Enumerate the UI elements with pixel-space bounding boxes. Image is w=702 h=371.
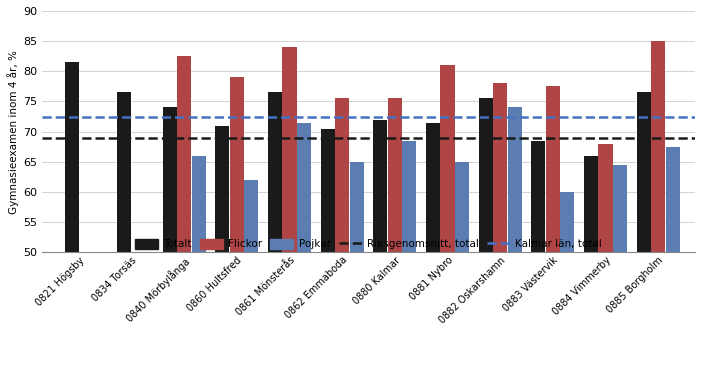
Bar bbox=[282, 47, 297, 371]
Bar bbox=[216, 125, 230, 371]
Bar bbox=[65, 62, 79, 371]
Bar bbox=[388, 98, 402, 371]
Y-axis label: Gymnasieexamen inom 4 år, %: Gymnasieexamen inom 4 år, % bbox=[7, 50, 19, 214]
Bar bbox=[230, 77, 244, 371]
Bar bbox=[560, 192, 574, 371]
Bar bbox=[531, 141, 545, 371]
Bar bbox=[440, 65, 455, 371]
Bar bbox=[545, 86, 560, 371]
Bar bbox=[598, 144, 613, 371]
Legend: Totalt, Flickor, Pojkar, Riksgenomsnitt, total, Kalmar län, total: Totalt, Flickor, Pojkar, Riksgenomsnitt,… bbox=[135, 239, 602, 249]
Bar bbox=[297, 122, 311, 371]
Bar bbox=[651, 41, 665, 371]
Bar bbox=[192, 156, 206, 371]
Bar bbox=[613, 165, 627, 371]
Bar bbox=[117, 92, 131, 371]
Bar bbox=[321, 129, 335, 371]
Bar bbox=[163, 108, 177, 371]
Bar bbox=[350, 162, 364, 371]
Bar bbox=[455, 162, 469, 371]
Bar bbox=[508, 108, 522, 371]
Bar bbox=[665, 147, 680, 371]
Bar bbox=[584, 156, 598, 371]
Bar bbox=[335, 98, 350, 371]
Bar bbox=[402, 141, 416, 371]
Bar bbox=[493, 83, 508, 371]
Bar bbox=[479, 98, 493, 371]
Bar bbox=[373, 119, 388, 371]
Bar bbox=[244, 180, 258, 371]
Bar bbox=[177, 56, 192, 371]
Bar bbox=[637, 92, 651, 371]
Bar bbox=[268, 92, 282, 371]
Bar bbox=[426, 122, 440, 371]
